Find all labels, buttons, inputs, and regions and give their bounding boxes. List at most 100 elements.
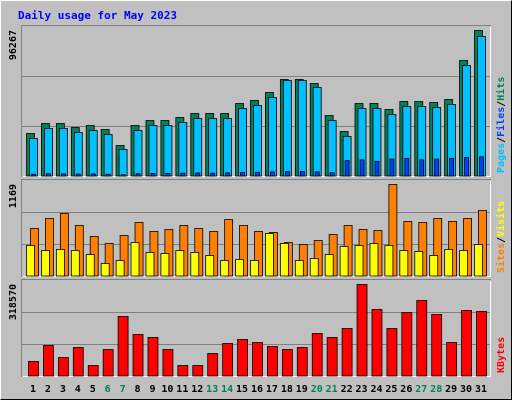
legend: Pages/Files/Hits xyxy=(495,77,507,173)
x-tick-label: 18 xyxy=(281,384,293,395)
x-tick-label: 13 xyxy=(206,384,218,395)
legend-separator: / xyxy=(496,237,507,243)
bar xyxy=(446,342,458,377)
x-tick-label: 28 xyxy=(430,384,442,395)
bar xyxy=(434,158,440,177)
x-tick-label: 27 xyxy=(415,384,427,395)
bar xyxy=(461,310,472,377)
bar xyxy=(147,337,159,377)
bar xyxy=(100,263,110,277)
bar xyxy=(178,122,188,177)
bar xyxy=(43,345,54,377)
bar xyxy=(102,349,114,377)
bar xyxy=(58,128,68,177)
bar xyxy=(356,284,368,377)
x-tick-label: 9 xyxy=(149,384,155,395)
legend: KBytes xyxy=(496,337,507,373)
bar xyxy=(85,254,95,277)
x-tick-label: 10 xyxy=(161,384,173,395)
y-max-label: 318570 xyxy=(8,284,19,320)
x-tick-label: 23 xyxy=(356,384,368,395)
bar xyxy=(312,87,322,177)
bar xyxy=(389,158,395,177)
bar xyxy=(270,171,275,177)
bar xyxy=(326,337,338,377)
bar xyxy=(279,243,289,277)
bar xyxy=(284,171,290,177)
bar xyxy=(115,260,125,277)
bar xyxy=(464,157,469,177)
bar xyxy=(208,118,218,177)
x-tick-label: 7 xyxy=(120,384,126,395)
plot-edge xyxy=(22,26,491,177)
bar xyxy=(210,172,216,177)
x-tick-label: 24 xyxy=(370,384,382,395)
bar xyxy=(165,172,171,177)
bar xyxy=(192,365,204,377)
legend-entry: Pages xyxy=(496,143,507,173)
bar xyxy=(105,173,111,177)
bar xyxy=(404,157,410,177)
x-tick-label: 12 xyxy=(191,384,203,395)
bar xyxy=(429,255,439,277)
bar xyxy=(324,254,334,277)
bar xyxy=(118,149,128,177)
bar xyxy=(459,250,468,277)
bar xyxy=(240,172,245,177)
bar xyxy=(133,130,143,177)
legend: Sites/Visits xyxy=(495,201,507,273)
bar xyxy=(190,252,200,277)
legend-entry: Hits xyxy=(495,77,507,101)
bar xyxy=(476,311,487,377)
chart-title: Daily usage for May 2023 xyxy=(18,9,177,22)
bar xyxy=(72,347,84,377)
bar xyxy=(374,160,380,177)
bar xyxy=(253,105,262,177)
bar xyxy=(419,159,425,177)
bar xyxy=(193,118,203,177)
bar xyxy=(103,134,113,177)
plot-edge xyxy=(22,280,491,377)
bar xyxy=(222,343,234,377)
bar xyxy=(28,361,39,377)
bar xyxy=(339,246,349,277)
plot-edge xyxy=(22,180,491,277)
legend-entry: KBytes xyxy=(496,337,507,373)
bar xyxy=(479,156,484,177)
bar xyxy=(449,157,455,177)
bar xyxy=(477,36,486,177)
x-tick-label: 17 xyxy=(266,384,278,395)
bar xyxy=(44,128,53,177)
x-tick-label: 26 xyxy=(400,384,412,395)
x-tick-label: 22 xyxy=(341,384,353,395)
x-tick-label: 21 xyxy=(326,384,338,395)
bar xyxy=(341,328,353,377)
bar xyxy=(73,132,83,177)
x-tick-label: 31 xyxy=(475,384,487,395)
x-tick-label: 25 xyxy=(385,384,397,395)
bar xyxy=(344,160,350,177)
bar xyxy=(46,173,51,177)
bar xyxy=(150,173,156,177)
bar xyxy=(329,172,335,177)
bar xyxy=(145,252,155,277)
bar xyxy=(354,245,364,277)
bar xyxy=(401,312,413,377)
bar xyxy=(414,251,424,277)
bar xyxy=(252,342,263,377)
bar xyxy=(55,249,65,277)
bar xyxy=(148,125,158,177)
bar xyxy=(369,243,379,277)
bar xyxy=(26,245,35,277)
bar xyxy=(175,250,185,277)
bar xyxy=(282,80,292,177)
bar xyxy=(163,125,173,177)
bar xyxy=(195,172,201,177)
bar xyxy=(309,258,319,277)
bar xyxy=(223,118,233,177)
x-tick-label: 2 xyxy=(45,384,51,395)
legend-separator: / xyxy=(496,137,507,143)
bar xyxy=(120,174,126,177)
legend-entry: Files xyxy=(495,107,507,137)
